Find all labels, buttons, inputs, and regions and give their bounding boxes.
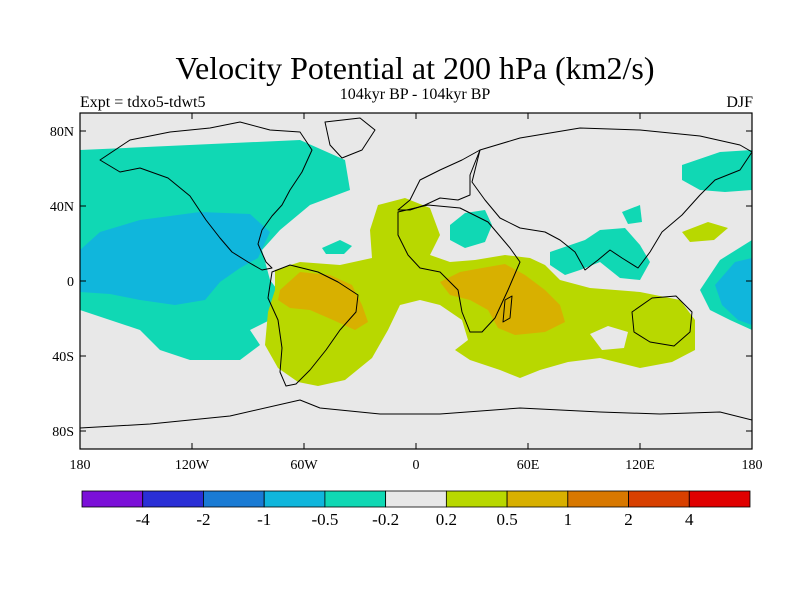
lon-tick-label: 120W (175, 458, 210, 473)
contour-region (682, 222, 728, 242)
colorbar-swatch (567, 490, 629, 508)
coastline-australia (631, 295, 693, 347)
colorbar-swatch (506, 490, 569, 508)
colorbar-swatch (81, 490, 144, 508)
contour-region (590, 326, 628, 350)
season-label: DJF (726, 94, 753, 111)
contour-region (550, 228, 650, 280)
longitude-axis: 180 120W 60W 0 60E 120E 180 (70, 113, 763, 473)
colorbar-label: 1 (564, 510, 573, 529)
contour-region (450, 210, 492, 248)
lat-tick-label: 0 (67, 275, 74, 290)
lat-tick-label: 40S (52, 350, 74, 365)
chart-title: Velocity Potential at 200 hPa (km2/s) (175, 50, 655, 86)
colorbar-swatch (263, 490, 326, 508)
contour-region (412, 306, 452, 346)
contour-neutral (412, 306, 628, 350)
colorbar-swatch (203, 490, 265, 508)
coastline-africa (397, 204, 521, 333)
contour-region (80, 212, 270, 305)
colorbar-swatch (324, 490, 387, 508)
coastline-north-america (99, 121, 313, 271)
colorbar-swatch (628, 490, 690, 508)
colorbar-swatch (385, 490, 447, 508)
contour-cyan (80, 212, 752, 325)
lon-tick-label: 0 (413, 458, 420, 473)
lon-tick-label: 60E (517, 458, 540, 473)
contour-region (622, 205, 642, 224)
coastline-greenland (324, 117, 376, 159)
colorbar-label: -2 (196, 510, 210, 529)
latitude-axis: 80N 40N 0 40S 80S (50, 125, 752, 440)
lon-tick-label: 60W (290, 458, 318, 473)
map-plot-area (80, 113, 752, 449)
lon-tick-label: 120E (625, 458, 655, 473)
contour-region (715, 258, 752, 325)
coastline-antarctica (80, 399, 752, 429)
coastline-madagascar (502, 295, 513, 323)
colorbar-swatch (688, 490, 751, 508)
colorbar-label: -0.2 (372, 510, 399, 529)
coastline-europe (397, 149, 481, 211)
colorbar-swatch (142, 490, 204, 508)
colorbar-label: -0.5 (311, 510, 338, 529)
contour-region (322, 240, 352, 254)
lat-tick-label: 80N (50, 125, 74, 140)
lat-tick-label: 80S (52, 425, 74, 440)
coastline-south-america (267, 264, 359, 387)
colorbar-label: 2 (624, 510, 633, 529)
contour-region (682, 150, 752, 192)
colorbar-label: 0.2 (436, 510, 457, 529)
colorbar: -4 -2 -1 -0.5 -0.2 0.2 0.5 1 2 4 (81, 490, 751, 529)
colorbar-label: 0.5 (496, 510, 517, 529)
lat-tick-label: 40N (50, 200, 74, 215)
chart-subtitle: 104kyr BP - 104kyr BP (339, 86, 491, 103)
colorbar-swatch (445, 490, 508, 508)
coastline-asia (471, 127, 752, 271)
colorbar-label: 4 (685, 510, 694, 529)
contour-region (440, 264, 565, 335)
lon-tick-label: 180 (70, 458, 91, 473)
colorbar-label: -4 (136, 510, 151, 529)
lon-tick-label: 180 (742, 458, 763, 473)
coastlines (80, 117, 752, 429)
colorbar-label: -1 (257, 510, 271, 529)
experiment-label: Expt = tdxo5-tdwt5 (80, 94, 206, 111)
